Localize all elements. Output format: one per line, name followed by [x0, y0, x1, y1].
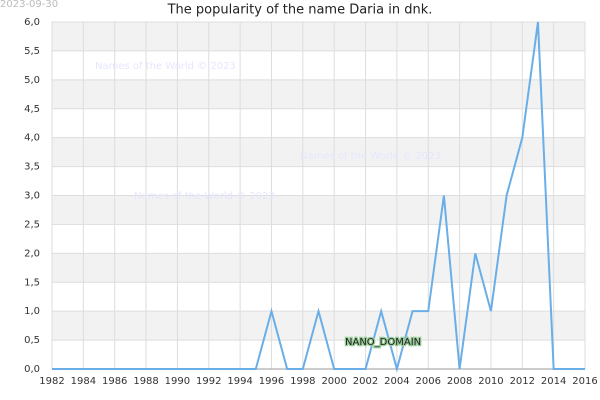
- x-tick-label: 2012: [510, 376, 535, 387]
- x-tick-label: 1984: [71, 376, 96, 387]
- y-tick-label: 6,0: [24, 17, 40, 28]
- watermark: Names of the World © 2023: [300, 151, 441, 162]
- x-tick-label: 2000: [321, 376, 346, 387]
- x-tick-label: 2002: [353, 376, 378, 387]
- y-tick-label: 0,5: [24, 335, 40, 346]
- domain-label: NANO_DOMAIN: [345, 337, 421, 348]
- grid-band: [52, 195, 585, 225]
- y-tick-label: 3,5: [24, 162, 40, 173]
- grid-band: [52, 311, 585, 341]
- x-tick-label: 1998: [290, 376, 315, 387]
- y-tick-label: 4,5: [24, 104, 40, 115]
- x-tick-label: 1982: [39, 376, 64, 387]
- y-tick-label: 1,0: [24, 306, 40, 317]
- x-tick-label: 2006: [416, 376, 441, 387]
- x-tick-label: 1992: [196, 376, 221, 387]
- y-tick-label: 2,5: [24, 219, 40, 230]
- x-tick-label: 2014: [541, 376, 566, 387]
- x-tick-label: 2016: [572, 376, 597, 387]
- x-tick-label: 1990: [165, 376, 190, 387]
- y-tick-label: 2,0: [24, 248, 40, 259]
- y-tick-label: 5,0: [24, 75, 40, 86]
- y-tick-label: 5,5: [24, 46, 40, 57]
- grid-band: [52, 137, 585, 167]
- grid-band: [52, 79, 585, 109]
- grid-band: [52, 253, 585, 283]
- x-tick-label: 1988: [133, 376, 158, 387]
- x-tick-label: 2004: [384, 376, 409, 387]
- x-tick-label: 2010: [478, 376, 503, 387]
- grid-band: [52, 22, 585, 51]
- watermark: Names of the World © 2023: [95, 61, 236, 72]
- watermark: Names of the World © 2023: [134, 191, 275, 202]
- date-stamp: 2023-09-30: [0, 0, 58, 10]
- x-tick-label: 1994: [227, 376, 252, 387]
- chart-title: The popularity of the name Daria in dnk.: [167, 3, 433, 18]
- x-tick-label: 2008: [447, 376, 472, 387]
- y-tick-label: 1,5: [24, 277, 40, 288]
- y-tick-label: 4,0: [24, 133, 40, 144]
- y-tick-label: 0,0: [24, 364, 40, 375]
- x-tick-label: 1986: [102, 376, 127, 387]
- x-tick-label: 1996: [259, 376, 284, 387]
- y-tick-label: 3,0: [24, 191, 40, 202]
- data-line: [52, 21, 585, 373]
